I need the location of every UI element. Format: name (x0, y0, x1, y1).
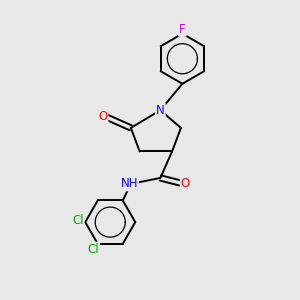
Text: Cl: Cl (88, 243, 99, 256)
Text: O: O (181, 177, 190, 190)
Text: Cl: Cl (72, 214, 84, 227)
Text: NH: NH (121, 177, 138, 190)
Text: F: F (179, 23, 186, 36)
Text: O: O (98, 110, 107, 123)
Text: N: N (156, 104, 165, 117)
